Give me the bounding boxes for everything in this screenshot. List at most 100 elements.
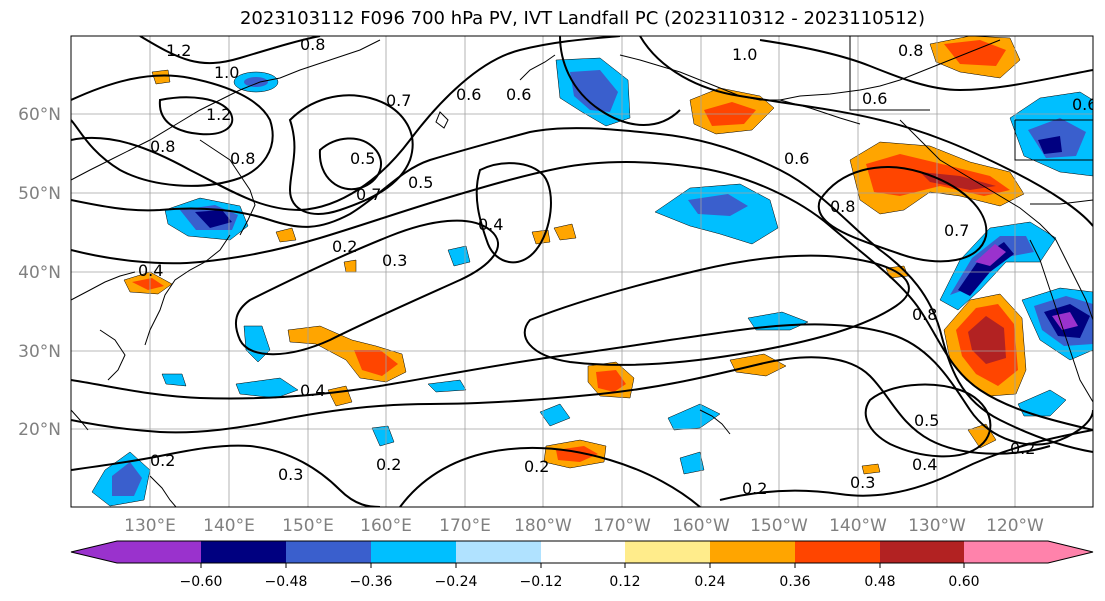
lon-label: 180°W: [514, 516, 572, 536]
colorbar-cell: [371, 541, 456, 563]
lon-label: 140°W: [829, 516, 887, 536]
colorbar-tick-label: −0.36: [350, 574, 393, 590]
negative-anomaly: [195, 210, 232, 228]
negative-anomaly: [112, 462, 142, 496]
positive-anomaly: [596, 370, 626, 392]
contour-label: 0.8: [150, 137, 175, 156]
positive-anomaly: [968, 316, 1006, 364]
lon-label: 150°W: [750, 516, 808, 536]
positive-anomaly: [553, 223, 577, 241]
contour-label: 0.4: [912, 455, 937, 474]
colorbar-tick-label: 0.48: [864, 574, 895, 590]
lon-label: 170°W: [593, 516, 651, 536]
colorbar-cell: [201, 541, 286, 563]
negative-anomaly: [539, 403, 571, 427]
lon-label: 160°E: [360, 516, 412, 536]
negative-anomaly: [427, 379, 467, 393]
lon-label: 130°W: [908, 516, 966, 536]
latitude-labels: 60°N 50°N 40°N 30°N 20°N: [18, 105, 61, 440]
positive-anomaly: [343, 259, 357, 273]
positive-anomaly: [275, 227, 297, 243]
lon-label: 150°E: [282, 516, 334, 536]
contour-label: 0.5: [408, 173, 433, 192]
negative-anomaly: [667, 403, 721, 431]
colorbar-tick-label: 0.60: [948, 574, 979, 590]
contour-label: 0.8: [300, 35, 325, 54]
positive-anomaly: [920, 172, 996, 190]
colorbar-cell: [286, 541, 371, 563]
lat-label: 20°N: [18, 420, 61, 440]
colorbar-cell: [71, 541, 201, 563]
negative-anomaly: [235, 377, 299, 399]
contour-label: 0.4: [138, 261, 163, 280]
contour-label: 0.2: [150, 451, 175, 470]
contour-label: 0.6: [456, 85, 481, 104]
colorbar-cell: [456, 541, 541, 563]
contour-label: 0.4: [300, 381, 325, 400]
negative-anomaly: [244, 77, 268, 87]
contour-label: 0.2: [1010, 439, 1035, 458]
colorbar-tick-label: 0.24: [694, 574, 725, 590]
colorbar: −0.60 −0.48 −0.36 −0.24 −0.12 0.12 0.24 …: [70, 540, 1094, 590]
contour-label: 0.6: [784, 149, 809, 168]
colorbar-tick-label: −0.48: [265, 574, 308, 590]
lon-label: 120°W: [986, 516, 1044, 536]
contour-label: 0.5: [350, 149, 375, 168]
contour-label: 0.5: [914, 411, 939, 430]
contour-label: 0.6: [862, 89, 887, 108]
contour-label: 0.8: [898, 41, 923, 60]
contour-label: 0.7: [386, 91, 411, 110]
colorbar-tick-label: 0.36: [779, 574, 810, 590]
contour-label: 0.2: [376, 455, 401, 474]
contour-label: 1.0: [732, 45, 757, 64]
contour-label: 1.0: [214, 63, 239, 82]
colorbar-outline: [70, 540, 1094, 564]
contour-label: 0.7: [356, 185, 381, 204]
lat-label: 30°N: [18, 342, 61, 362]
contour-label: 0.8: [830, 197, 855, 216]
positive-anomaly: [861, 463, 881, 475]
map-area: [71, 36, 1093, 507]
contour-label: 0.3: [850, 473, 875, 492]
map-frame: [70, 35, 1094, 508]
positive-anomaly: [132, 278, 164, 290]
lon-label: 170°E: [439, 516, 491, 536]
positive-anomaly: [151, 69, 171, 85]
colorbar-tick-label: −0.24: [435, 574, 478, 590]
contour-label: 0.4: [478, 215, 503, 234]
colorbar-cell: [795, 541, 880, 563]
negative-anomaly: [688, 194, 748, 216]
negative-anomaly: [975, 244, 1006, 266]
positive-anomaly: [944, 40, 1006, 66]
contour-label: 0.6: [506, 85, 531, 104]
lon-label: 140°E: [203, 516, 255, 536]
negative-anomaly: [161, 373, 187, 387]
contour-label: 0.3: [278, 465, 303, 484]
longitude-labels: 130°E 140°E 150°E 160°E 170°E 180°W 170°…: [124, 516, 1044, 536]
negative-anomaly: [447, 245, 471, 267]
coastlines: [71, 36, 1093, 507]
contour-labels: 1.2 0.8 1.0 1.2 0.8 0.8 0.7 0.6 0.5 0.7 …: [138, 35, 1097, 498]
lat-label: 40°N: [18, 263, 61, 283]
colorbar-tick-label: 0.12: [609, 574, 640, 590]
pv-contours: [71, 36, 1093, 507]
lat-label: 60°N: [18, 105, 61, 125]
contour-label: 0.7: [944, 221, 969, 240]
contour-label: 0.6: [1072, 95, 1097, 114]
contour-label: 0.2: [332, 237, 357, 256]
negative-anomaly: [371, 425, 395, 447]
negative-anomaly: [679, 451, 705, 475]
colorbar-cell: [964, 541, 1093, 563]
negative-anomaly: [1038, 136, 1062, 154]
map-title: 2023103112 F096 700 hPa PV, IVT Landfall…: [239, 8, 926, 29]
negative-anomaly: [570, 70, 618, 112]
negative-anomaly: [1017, 389, 1067, 417]
contour-label: 0.2: [524, 457, 549, 476]
colorbar-cell: [710, 541, 795, 563]
contour-label: 1.2: [206, 105, 231, 124]
colorbar-cell: [541, 541, 625, 563]
lat-label: 50°N: [18, 184, 61, 204]
lon-label: 160°W: [672, 516, 730, 536]
contour-label: 0.2: [742, 479, 767, 498]
